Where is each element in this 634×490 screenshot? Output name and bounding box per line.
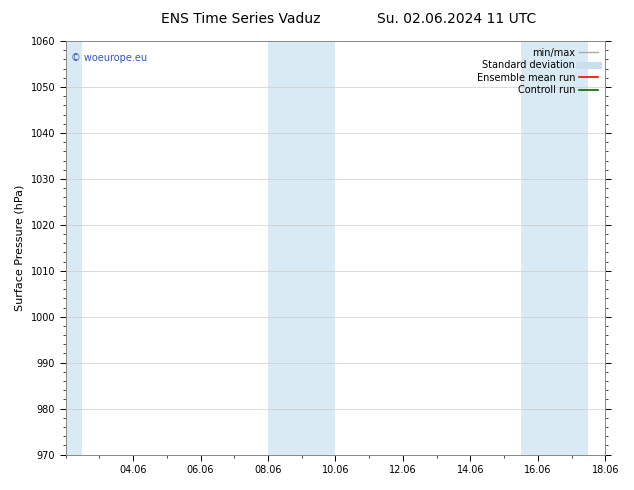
Bar <box>268 41 335 455</box>
Text: Su. 02.06.2024 11 UTC: Su. 02.06.2024 11 UTC <box>377 12 536 26</box>
Bar <box>65 41 82 455</box>
Bar <box>521 41 588 455</box>
Text: ENS Time Series Vaduz: ENS Time Series Vaduz <box>161 12 321 26</box>
Text: © woeurope.eu: © woeurope.eu <box>71 53 147 64</box>
Legend: min/max, Standard deviation, Ensemble mean run, Controll run: min/max, Standard deviation, Ensemble me… <box>475 46 600 97</box>
Y-axis label: Surface Pressure (hPa): Surface Pressure (hPa) <box>15 185 25 311</box>
